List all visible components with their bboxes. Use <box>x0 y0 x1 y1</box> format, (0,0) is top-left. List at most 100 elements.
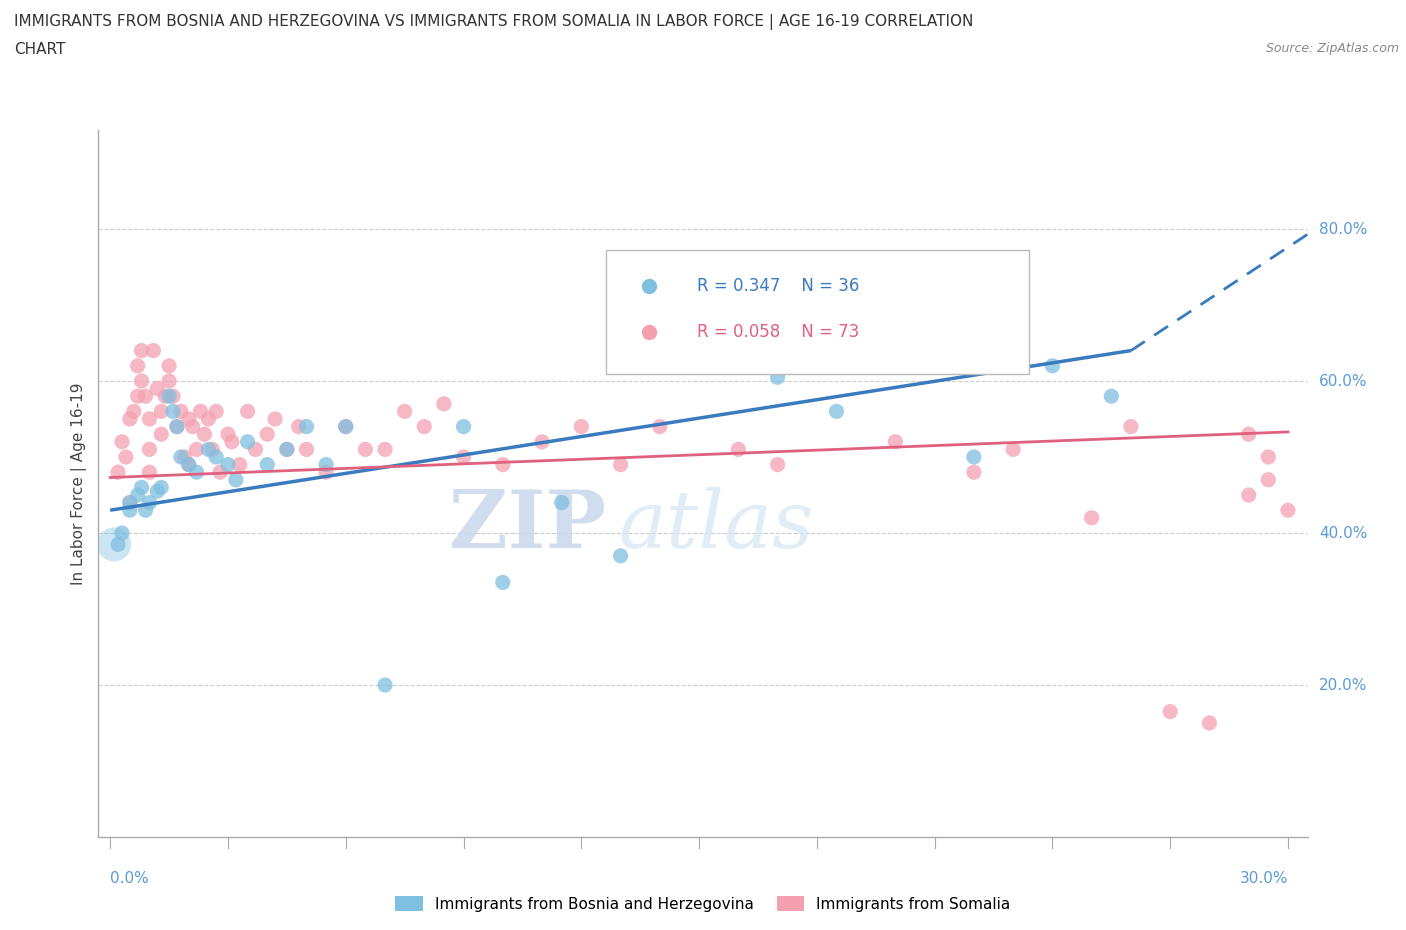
Text: R = 0.347    N = 36: R = 0.347 N = 36 <box>697 277 859 295</box>
Point <box>127 389 149 404</box>
Point <box>177 458 200 472</box>
Point <box>166 419 188 434</box>
Legend: Immigrants from Bosnia and Herzegovina, Immigrants from Somalia: Immigrants from Bosnia and Herzegovina, … <box>389 889 1017 918</box>
Point <box>111 434 134 449</box>
Point <box>1237 427 1260 442</box>
Point <box>276 442 298 457</box>
Point <box>1237 487 1260 502</box>
Point <box>115 449 138 464</box>
Point <box>170 449 193 464</box>
Point <box>550 495 572 510</box>
Point <box>648 419 671 434</box>
Point <box>150 427 173 442</box>
Point <box>609 549 631 564</box>
Point <box>492 458 515 472</box>
Point <box>217 458 239 472</box>
Point <box>107 537 129 551</box>
Point <box>825 404 848 418</box>
Point <box>118 495 141 510</box>
Point <box>315 458 337 472</box>
Point <box>766 458 789 472</box>
Text: IMMIGRANTS FROM BOSNIA AND HERZEGOVINA VS IMMIGRANTS FROM SOMALIA IN LABOR FORCE: IMMIGRANTS FROM BOSNIA AND HERZEGOVINA V… <box>14 14 973 30</box>
Point <box>963 449 986 464</box>
Point <box>287 419 309 434</box>
Point <box>264 412 287 427</box>
Text: 20.0%: 20.0% <box>1319 677 1368 693</box>
Point <box>236 404 259 418</box>
Point <box>727 442 749 457</box>
Text: atlas: atlas <box>619 487 814 565</box>
Point <box>1257 472 1279 487</box>
Point <box>217 427 239 442</box>
Point <box>221 434 243 449</box>
Point <box>162 389 184 404</box>
Point <box>229 458 252 472</box>
Point <box>186 442 208 457</box>
Point <box>806 358 828 373</box>
Point <box>146 381 169 396</box>
Point <box>354 442 377 457</box>
Point <box>245 442 267 457</box>
Point <box>453 449 475 464</box>
Point <box>186 465 208 480</box>
Point <box>374 442 396 457</box>
Point <box>118 503 141 518</box>
Point <box>413 419 436 434</box>
Point <box>177 412 200 427</box>
Text: ZIP: ZIP <box>450 487 606 565</box>
Point <box>166 419 188 434</box>
Point <box>157 358 180 373</box>
Point <box>157 374 180 389</box>
Y-axis label: In Labor Force | Age 16-19: In Labor Force | Age 16-19 <box>72 382 87 585</box>
Point <box>138 412 160 427</box>
Point <box>1002 442 1025 457</box>
Point <box>205 449 228 464</box>
Text: CHART: CHART <box>14 42 66 57</box>
Point <box>127 358 149 373</box>
Point <box>1119 419 1142 434</box>
Point <box>197 412 219 427</box>
Point <box>107 465 129 480</box>
Point <box>135 503 157 518</box>
Point <box>256 458 278 472</box>
Point <box>884 434 907 449</box>
Point <box>453 419 475 434</box>
Point <box>295 419 318 434</box>
Point <box>205 404 228 418</box>
Point <box>256 427 278 442</box>
Point <box>131 374 153 389</box>
Point <box>433 396 456 411</box>
Point <box>157 389 180 404</box>
Point <box>138 442 160 457</box>
Point <box>150 480 173 495</box>
Point <box>118 495 141 510</box>
Point <box>609 458 631 472</box>
Point <box>374 678 396 693</box>
Point <box>150 404 173 418</box>
Point <box>1080 511 1102 525</box>
Point <box>1277 503 1299 518</box>
Point <box>170 404 193 418</box>
Point <box>225 472 247 487</box>
Point <box>201 442 224 457</box>
Point <box>1159 704 1181 719</box>
Point <box>103 537 125 551</box>
Text: R = 0.058    N = 73: R = 0.058 N = 73 <box>697 323 859 340</box>
Point <box>142 343 165 358</box>
Point <box>569 419 592 434</box>
Point <box>1257 449 1279 464</box>
Point <box>1099 389 1122 404</box>
Point <box>335 419 357 434</box>
Point <box>111 525 134 540</box>
Point <box>492 575 515 590</box>
Text: 40.0%: 40.0% <box>1319 525 1368 540</box>
Point <box>1042 358 1064 373</box>
Point <box>190 404 212 418</box>
Point <box>276 442 298 457</box>
Point <box>197 442 219 457</box>
Point <box>131 480 153 495</box>
Text: 80.0%: 80.0% <box>1319 221 1368 236</box>
Point <box>138 465 160 480</box>
Point <box>162 404 184 418</box>
Point <box>236 434 259 449</box>
